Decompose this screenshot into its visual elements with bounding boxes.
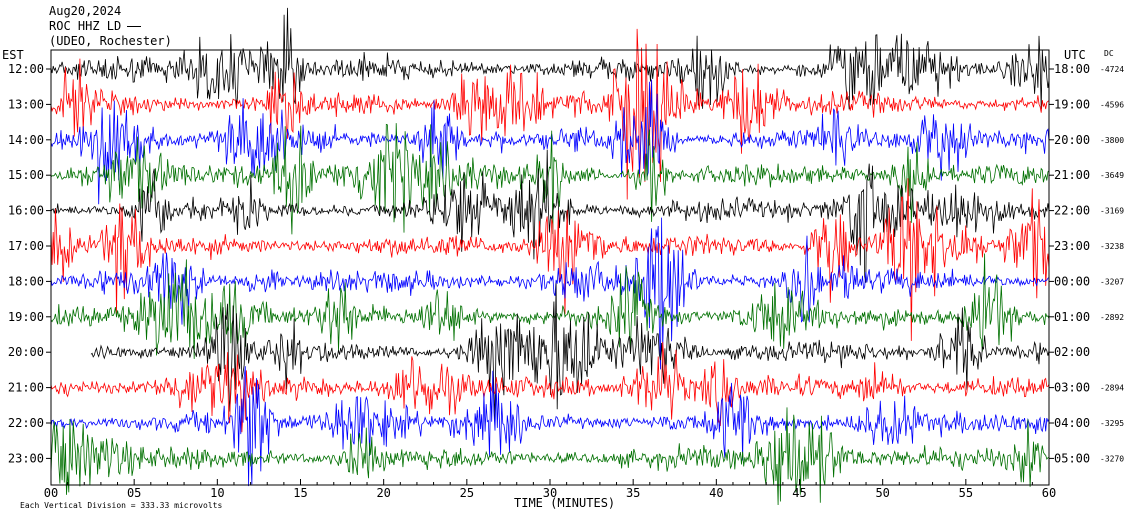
utc-hour-label: 23:00 [1054,239,1090,253]
est-hour-label: 14:00 [8,133,44,147]
utc-hour-label: 04:00 [1054,416,1090,430]
trace-row-1 [50,7,1050,110]
time-tick-label: 00 [44,486,58,500]
time-tick-label: 35 [626,486,640,500]
est-hour-label: 22:00 [8,416,44,430]
trace-row-7 [50,217,1050,370]
time-tick-label: 40 [709,486,723,500]
est-hour-label: 16:00 [8,204,44,218]
time-tick-label: 15 [293,486,307,500]
utc-hour-label: 03:00 [1054,381,1090,395]
est-axis-title: EST [2,48,24,62]
time-axis: 00 05 10 15 20 25 30 35 40 45 50 55 60 [44,486,1056,500]
utc-axis: 18:00 19:00 20:00 21:00 22:00 23:00 00:00 01:00… [1054,62,1090,465]
seismic-traces [50,7,1050,506]
utc-hour-label: 19:00 [1054,97,1090,111]
plot-date: Aug20,2024 [49,4,122,18]
est-axis: 12:00 13:00 14:00 15:00 16:00 17:00 18:00 19:00… [8,62,44,465]
trace-row-3 [50,79,1050,205]
trace-row-10 [50,341,1050,433]
time-tick-label: 45 [792,486,806,500]
trace-row-9 [90,283,1050,421]
time-tick-label: 30 [543,486,557,500]
est-hour-label: 15:00 [8,168,44,182]
est-hour-label: 21:00 [8,381,44,395]
dc-offset-label: -3649 [1100,171,1124,180]
est-hour-label: 17:00 [8,239,44,253]
dc-offset-label: -3800 [1100,136,1124,145]
dc-offset-label: -2892 [1100,313,1124,322]
dc-offset-label: -3270 [1100,454,1124,463]
est-hour-label: 13:00 [8,97,44,111]
utc-hour-label: 21:00 [1054,168,1090,182]
time-tick-label: 25 [460,486,474,500]
utc-hour-label: 20:00 [1054,133,1090,147]
plot-frame [46,49,1054,486]
dc-offset-label: -4724 [1100,65,1124,74]
time-tick-label: 55 [959,486,973,500]
time-tick-label: 05 [127,486,141,500]
time-tick-label: 50 [875,486,889,500]
utc-axis-title: UTC [1064,48,1086,62]
time-tick-label: 10 [210,486,224,500]
dc-offset-label: -2894 [1100,384,1124,393]
trace-row-8 [50,253,1050,359]
dc-offset-label: -3295 [1100,419,1124,428]
trace-row-4 [50,123,1050,235]
dc-offset-label: -3238 [1100,242,1124,251]
utc-hour-label: 01:00 [1054,310,1090,324]
time-tick-label: 20 [376,486,390,500]
x-axis-title: TIME (MINUTES) [514,496,616,510]
station-label: ROC HHZ LD [49,19,122,33]
dc-offset-label: -4596 [1100,100,1124,109]
time-tick-label: 60 [1042,486,1056,500]
trace-row-6 [50,178,1050,341]
scale-footer: Each Vertical Division = 333.33 microvol… [20,501,223,510]
est-hour-label: 12:00 [8,62,44,76]
utc-hour-label: 18:00 [1054,62,1090,76]
trace-row-5 [50,149,1050,283]
utc-hour-label: 05:00 [1054,451,1090,465]
est-hour-label: 23:00 [8,451,44,465]
est-hour-label: 18:00 [8,274,44,288]
utc-hour-label: 22:00 [1054,204,1090,218]
dc-offset-column: -4724 -4596 -3800 -3649 -3169 -3238 -3207 -2892… [1100,65,1124,463]
dc-offset-label: -3169 [1100,207,1124,216]
est-hour-label: 20:00 [8,345,44,359]
network-label: (UDEO, Rochester) [49,34,172,48]
dc-column-title: DC [1104,49,1114,58]
utc-hour-label: 00:00 [1054,274,1090,288]
est-hour-label: 19:00 [8,310,44,324]
trace-row-2 [50,28,1050,200]
trace-row-12 [50,407,1050,506]
dc-offset-label: -3207 [1100,277,1124,286]
trace-row-11 [50,366,1050,487]
station-legend-line [127,26,141,27]
utc-hour-label: 02:00 [1054,345,1090,359]
